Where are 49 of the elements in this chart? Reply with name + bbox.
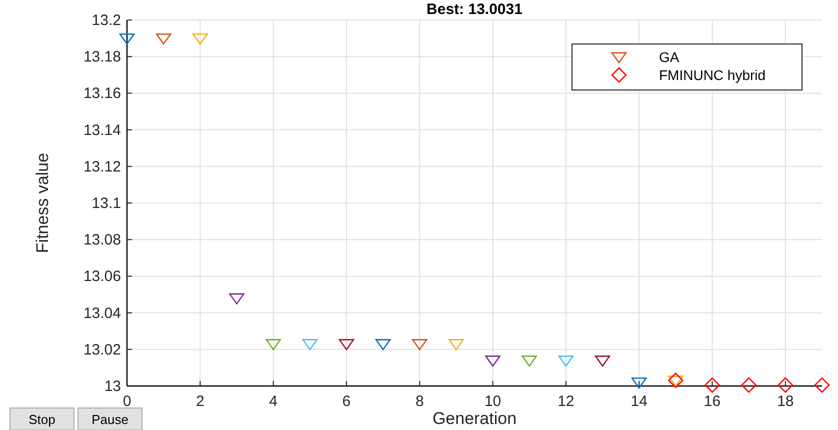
x-tick-label: 8 — [415, 393, 424, 410]
y-tick-label: 13.14 — [83, 122, 121, 139]
point — [375, 339, 391, 350]
x-tick-label: 2 — [196, 393, 204, 410]
point — [229, 293, 244, 304]
point — [302, 339, 318, 350]
point — [741, 377, 756, 393]
point — [119, 33, 135, 45]
point — [594, 356, 610, 367]
y-tick-label: 13.2 — [92, 12, 121, 29]
point — [156, 33, 172, 45]
point — [338, 339, 354, 350]
x-tick-label: 16 — [704, 393, 721, 410]
button: Stop — [10, 408, 74, 430]
chart-title: Best: 13.0031 — [426, 1, 522, 18]
x-tick-label: 14 — [630, 393, 648, 410]
x-tick-label: 18 — [777, 393, 794, 410]
point — [448, 339, 464, 350]
y-tick-label: 13.18 — [83, 48, 121, 66]
point — [668, 376, 684, 387]
y-tick-label: 13.04 — [83, 304, 121, 322]
point — [814, 377, 830, 393]
point — [778, 377, 794, 393]
point — [522, 356, 538, 367]
point — [266, 339, 281, 350]
y-axis-title: Fitness value — [33, 152, 52, 254]
y-tick-label: 13.02 — [83, 341, 121, 358]
legend-label: FMINUNC hybrid — [659, 67, 766, 83]
button: Pause — [78, 408, 142, 430]
x-tick-label: 12 — [558, 393, 574, 410]
point — [412, 339, 428, 350]
point — [668, 372, 684, 388]
x-tick-label: 6 — [342, 393, 351, 410]
x-tick-label: 10 — [484, 393, 502, 410]
y-tick-label: 13.08 — [83, 232, 121, 249]
y-tick-label: 13.06 — [83, 268, 121, 286]
y-tick-label: 13.16 — [83, 85, 121, 102]
legend-label: GA — [659, 49, 680, 65]
point — [485, 356, 500, 367]
point — [631, 377, 647, 389]
y-tick-label: 13 — [104, 378, 121, 395]
x-tick-label: 0 — [122, 393, 132, 410]
x-tick-label: 4 — [269, 393, 278, 410]
x-axis-title: Generation — [432, 409, 517, 428]
y-tick-label: 13.12 — [83, 158, 121, 176]
point — [704, 377, 720, 393]
y-tick-label: 13.1 — [92, 195, 121, 212]
point — [192, 33, 208, 45]
point — [558, 356, 574, 367]
